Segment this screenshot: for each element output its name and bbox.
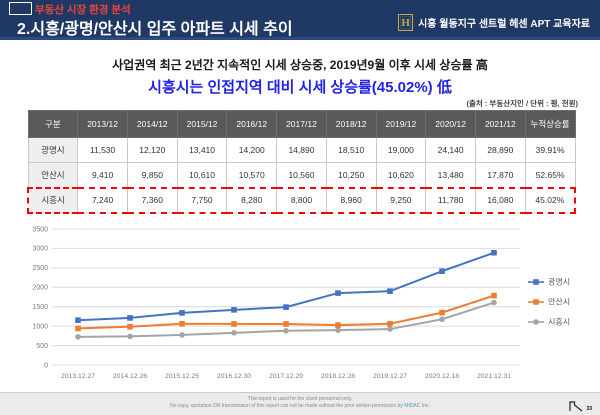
svg-text:2019.12.27: 2019.12.27: [373, 373, 407, 380]
col-header: 2015/12: [176, 110, 228, 138]
cell-value: 52.65%: [524, 162, 576, 188]
svg-text:2015.12.25: 2015.12.25: [165, 373, 199, 380]
col-header: 2017/12: [276, 110, 327, 138]
row-label: 시흥시: [27, 186, 79, 214]
col-header: 2013/12: [77, 110, 128, 138]
cell-value: 39.91%: [524, 137, 576, 163]
chart-canvas: 0 500 1000 1500 2000 2500 3000 3500 2013.12.27 20…: [32, 226, 570, 380]
cell-value: 28,890: [474, 137, 526, 163]
legend-label-광명시: 광명시: [548, 277, 570, 287]
svg-text:3000: 3000: [32, 246, 48, 253]
cell-value: 10,570: [226, 162, 278, 188]
row-label: 광명시: [27, 137, 79, 163]
footer-line2: No copy, quotation OR transmission of th…: [170, 403, 430, 409]
cell-value: 8,280: [226, 186, 278, 214]
svg-text:2016.12.30: 2016.12.30: [217, 373, 251, 380]
cell-value: 24,140: [425, 137, 476, 163]
callout-line1: 사업권역 최근 2년간 지속적인 시세 상승중, 2019년9월 이후 시세 상…: [112, 58, 488, 72]
row-label: 안산시: [27, 162, 79, 188]
svg-text:2021.12.31: 2021.12.31: [477, 373, 511, 380]
svg-text:500: 500: [36, 343, 48, 350]
svg-text:2020.12.18: 2020.12.18: [425, 373, 459, 380]
page-number: 33: [586, 406, 592, 412]
svg-text:1500: 1500: [32, 304, 48, 311]
col-header: 구분: [27, 110, 79, 138]
header-corner-box: [9, 2, 32, 15]
cell-value: 8,800: [276, 186, 327, 214]
cell-value: 7,240: [77, 186, 128, 214]
source-note: (출처 : 부동산지인 / 단위 : 평, 천원): [466, 99, 578, 108]
callout: 사업권역 최근 2년간 지속적인 시세 상승중, 2019년9월 이후 시세 상…: [0, 56, 600, 108]
header-bar: 부동산 시장 환경 분석 2.시흥/광명/안산시 입주 아파트 시세 추이 H …: [0, 0, 600, 40]
svg-text:2017.12.29: 2017.12.29: [269, 373, 303, 380]
svg-text:2014.12.26: 2014.12.26: [113, 373, 147, 380]
price-table-wrap: 구분 2013/12 2014/12 2015/12 2016/12 2017/12 201…: [27, 110, 576, 214]
col-header: 누적상승률: [524, 110, 576, 138]
page-number-group: 33: [568, 399, 592, 413]
col-header: 2016/12: [226, 110, 278, 138]
table-row: 안산시 9,410 9,850 10,610 10,570 10,560 10,250 10,…: [27, 162, 576, 188]
cell-value: 45.02%: [524, 186, 576, 214]
header-brand: H 시흥 월동지구 센트럴 헤센 APT 교육자료: [398, 14, 590, 31]
header-kicker: 부동산 시장 환경 분석: [35, 4, 131, 16]
price-table-body: 광명시 11,530 12,120 13,410 14,200 14,890 18,510 1…: [27, 137, 576, 214]
cell-value: 18,510: [325, 137, 377, 163]
svg-text:2500: 2500: [32, 265, 48, 272]
col-header: 2019/12: [375, 110, 427, 138]
svg-text:3500: 3500: [32, 226, 48, 233]
col-header: 2018/12: [325, 110, 377, 138]
cell-value: 10,560: [276, 162, 327, 188]
header-right-label: 시흥 월동지구 센트럴 헤센 APT 교육자료: [418, 19, 590, 30]
col-header: 2020/12: [425, 110, 476, 138]
cell-value: 11,530: [77, 137, 128, 163]
svg-text:1000: 1000: [32, 323, 48, 330]
svg-text:2018.12.28: 2018.12.28: [321, 373, 355, 380]
svg-text:2013.12.27: 2013.12.27: [61, 373, 95, 380]
cell-value: 10,250: [325, 162, 377, 188]
cell-value: 17,870: [474, 162, 526, 188]
cell-value: 7,360: [126, 186, 178, 214]
cell-value: 14,200: [226, 137, 278, 163]
svg-text:0: 0: [44, 362, 48, 369]
brand-logo-icon: H: [398, 14, 414, 31]
cell-value: 13,480: [425, 162, 476, 188]
cell-value: 9,250: [375, 186, 427, 214]
cell-value: 11,780: [425, 186, 476, 214]
cell-value: 16,080: [474, 186, 526, 214]
legend-label-안산시: 안산시: [548, 297, 570, 307]
cell-value: 8,960: [325, 186, 377, 214]
cell-value: 14,890: [276, 137, 327, 163]
price-table-head-row: 구분 2013/12 2014/12 2015/12 2016/12 2017/12 201…: [27, 110, 576, 138]
table-row: 광명시 11,530 12,120 13,410 14,200 14,890 18,510 1…: [27, 137, 576, 163]
cell-value: 12,120: [126, 137, 178, 163]
footer: This report is used for the client perso…: [0, 392, 600, 415]
cell-value: 10,620: [375, 162, 427, 188]
callout-line2: 시흥시는 인접지역 대비 시세 상승률(45.02%) 低: [148, 79, 452, 96]
svg-text:2000: 2000: [32, 285, 48, 292]
cell-value: 19,000: [375, 137, 427, 163]
price-table: 구분 2013/12 2014/12 2015/12 2016/12 2017/12 201…: [27, 110, 576, 214]
table-row: 시흥시 7,240 7,360 7,750 8,280 8,800 8,960 9,250 11…: [27, 186, 576, 214]
footer-line1: This report is used for the client perso…: [247, 396, 353, 402]
page-logo-icon: [569, 401, 583, 412]
col-header: 2021/12: [474, 110, 526, 138]
series-line-광명시: [77, 251, 495, 322]
legend-label-시흥시: 시흥시: [548, 317, 570, 327]
col-header: 2014/12: [126, 110, 178, 138]
cell-value: 7,750: [176, 186, 228, 214]
price-trend-chart: 0 500 1000 1500 2000 2500 3000 3500 2013.12.27 20…: [22, 222, 592, 389]
cell-value: 13,410: [176, 137, 228, 163]
cell-value: 10,610: [176, 162, 228, 188]
cell-value: 9,410: [77, 162, 128, 188]
page-title: 2.시흥/광명/안산시 입주 아파트 시세 추이: [17, 21, 293, 38]
footer-brand: MIDAC: [404, 403, 421, 409]
cell-value: 9,850: [126, 162, 178, 188]
